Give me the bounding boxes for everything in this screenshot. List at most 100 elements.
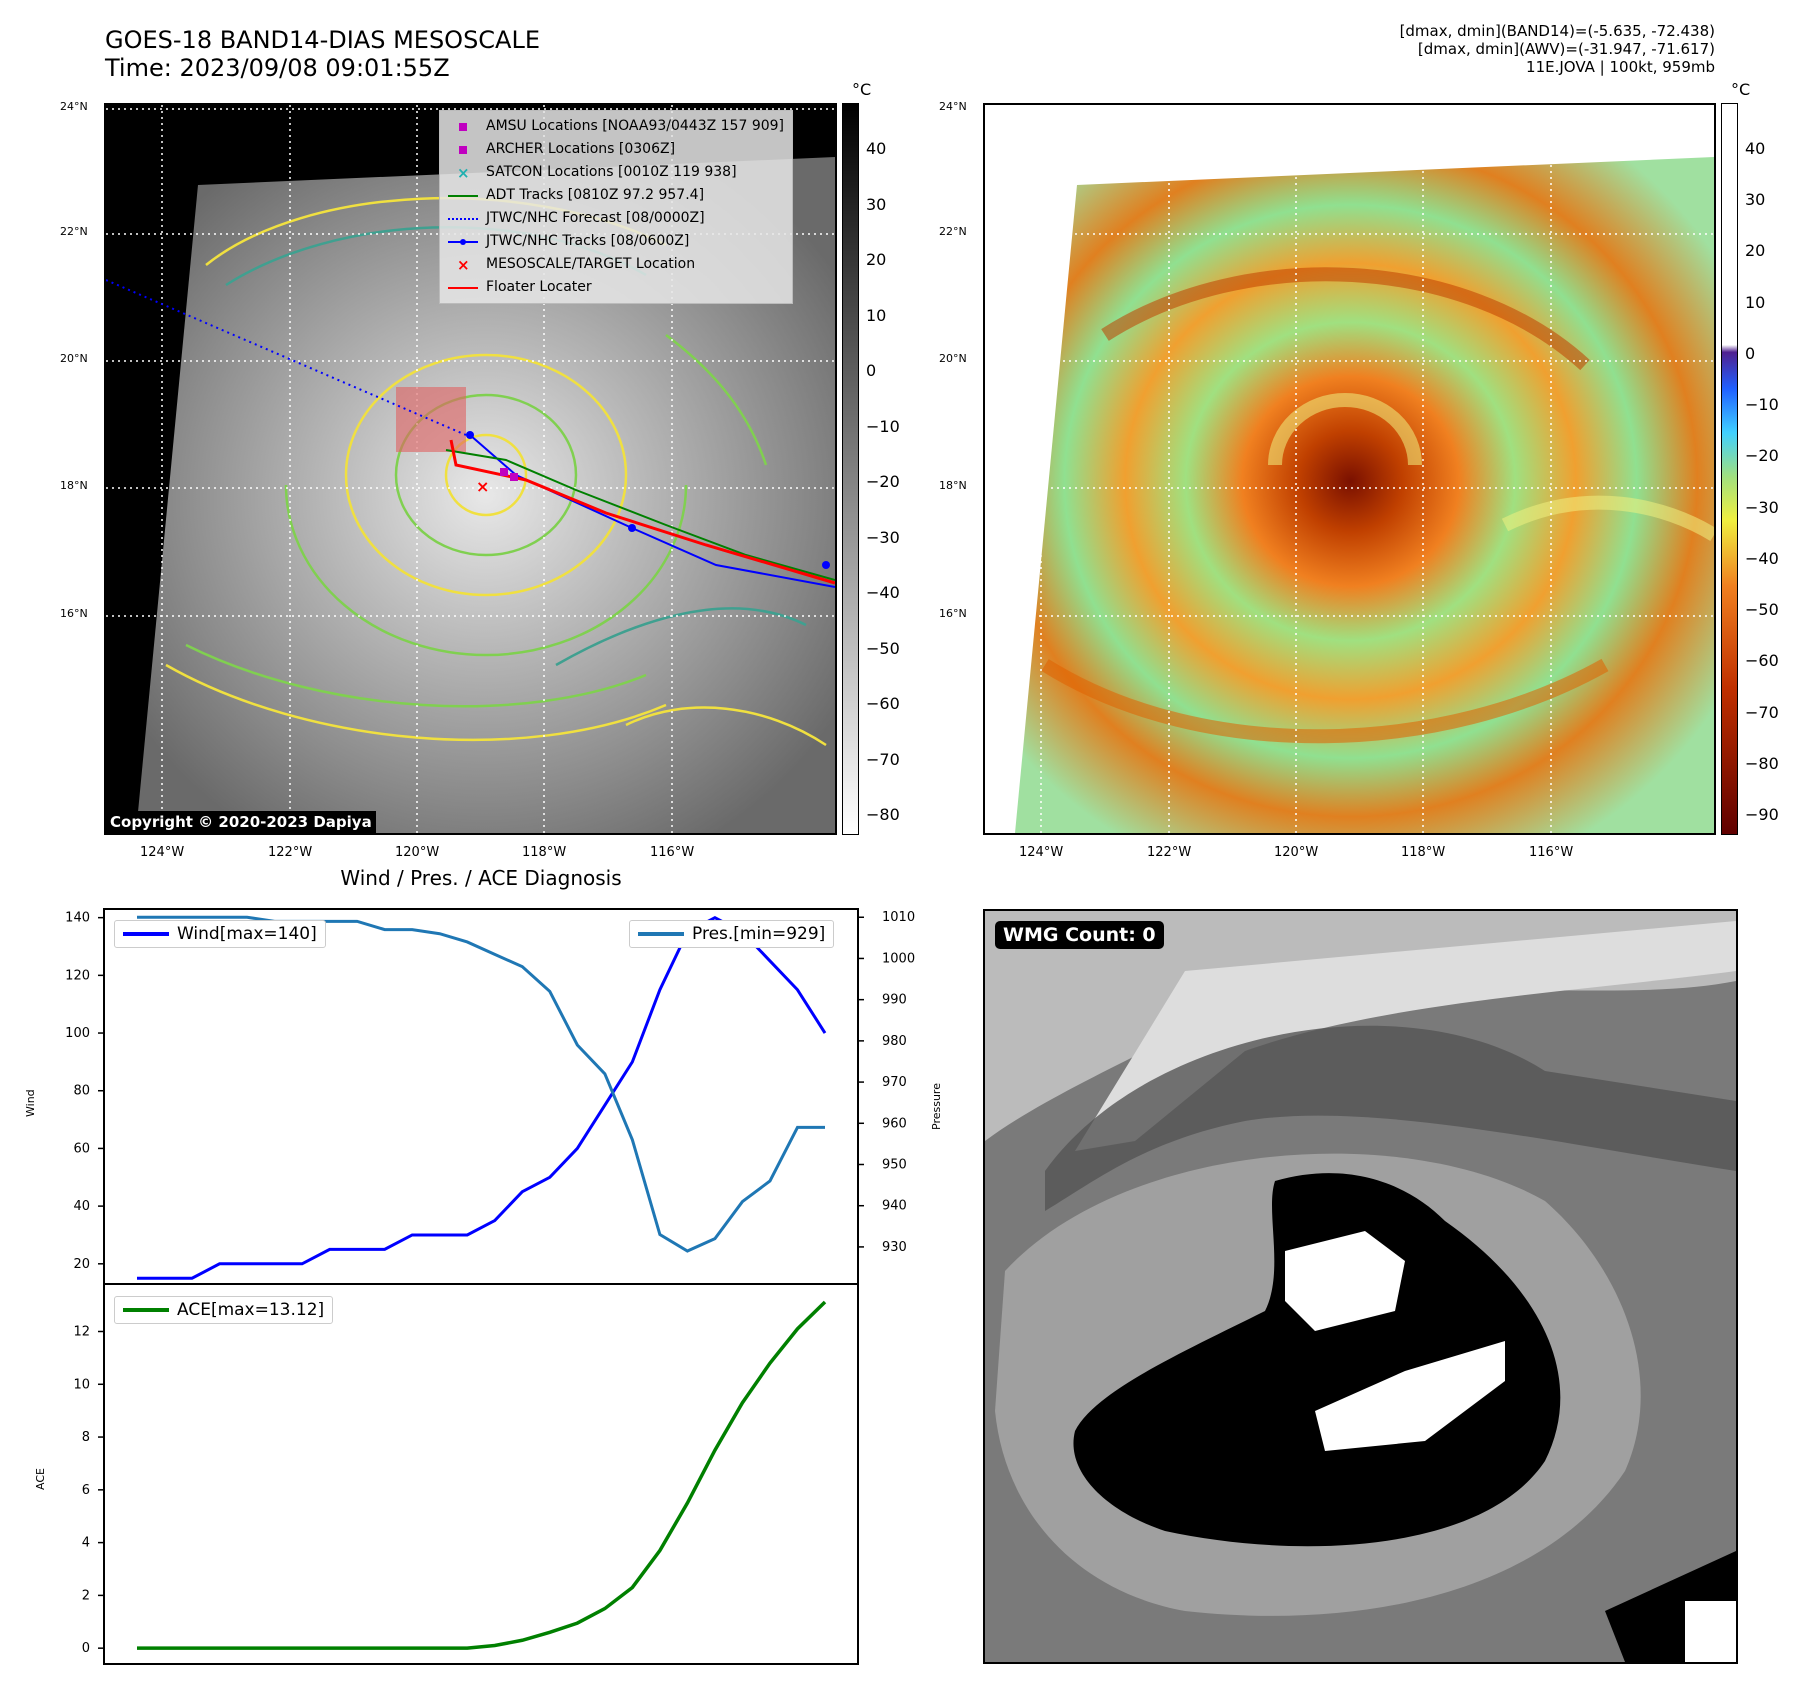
wmg-image: [985, 911, 1736, 1662]
longitude-label: 122°W: [268, 845, 313, 860]
ir-legend-item: Floater Locater: [448, 276, 784, 299]
ace-tick-label: 6: [82, 1483, 90, 1498]
legend-symbol-icon: [448, 143, 478, 157]
wind-legend: Wind[max=140]: [114, 920, 326, 948]
longitude-label: 118°W: [522, 845, 567, 860]
legend-symbol-icon: [448, 120, 478, 134]
colorbar-tick: −80: [866, 805, 900, 824]
wv-colorbar-unit: °C: [1731, 80, 1751, 99]
info-line-3: 11E.JOVA | 100kt, 959mb: [1526, 58, 1715, 76]
ace-tick-label: 10: [73, 1377, 90, 1392]
ace-legend: ACE[max=13.12]: [114, 1296, 334, 1324]
colorbar-tick: −20: [1745, 446, 1779, 466]
latitude-label: 18°N: [60, 479, 88, 492]
legend-symbol-icon: ×: [457, 255, 470, 274]
info-block: [dmax, dmin](BAND14)=(-5.635, -72.438) […: [1400, 22, 1715, 76]
colorbar-tick: −80: [1745, 753, 1779, 773]
longitude-label: 120°W: [395, 845, 440, 860]
colorbar-tick: −30: [866, 527, 900, 547]
colorbar-tick: 40: [1745, 139, 1766, 158]
wv-satellite-panel: [983, 103, 1716, 835]
colorbar-tick: −10: [866, 416, 900, 436]
colorbar-tick: −70: [1745, 702, 1779, 722]
colorbar-tick: 0: [866, 361, 877, 380]
longitude-label: 122°W: [1147, 845, 1192, 860]
colorbar-tick: 30: [1745, 190, 1766, 210]
pressure-tick-label: 980: [882, 1034, 907, 1049]
ir-legend-item: JTWC/NHC Tracks [08/0600Z]: [448, 230, 784, 253]
svg-text:×: ×: [476, 477, 489, 496]
wv-satellite-image: [985, 105, 1714, 833]
colorbar-tick: 20: [866, 250, 887, 269]
pressure-series-line: [137, 915, 825, 1253]
colorbar-tick: −50: [1745, 600, 1779, 620]
legend-symbol-icon: ×: [457, 163, 470, 182]
info-line-1: [dmax, dmin](BAND14)=(-5.635, -72.438): [1399, 22, 1715, 40]
ir-legend-label: Floater Locater: [486, 279, 592, 295]
title-line-2: Time: 2023/09/08 09:01:55Z: [105, 54, 450, 82]
colorbar-tick: 30: [866, 194, 887, 214]
pressure-tick-label: 1000: [882, 951, 915, 966]
latitude-label: 16°N: [939, 607, 967, 620]
longitude-label: 124°W: [1019, 845, 1064, 860]
latitude-label: 22°N: [939, 225, 967, 238]
ir-legend-item: ADT Tracks [0810Z 97.2 957.4]: [448, 184, 784, 207]
ir-legend: AMSU Locations [NOAA93/0443Z 157 909] ARC…: [439, 110, 794, 304]
copyright-label: Copyright © 2020-2023 Dapiya: [106, 811, 376, 833]
wmg-panel: WMG Count: 0: [983, 909, 1738, 1664]
ir-colorbar-unit: °C: [852, 80, 872, 99]
ace-series-line: [137, 1300, 827, 1650]
ace-axes-frame: [103, 1283, 859, 1665]
pressure-legend-label: Pres.[min=929]: [692, 924, 826, 944]
pressure-tick-label: 950: [882, 1157, 907, 1172]
diagnosis-chart-title: Wind / Pres. / ACE Diagnosis: [340, 866, 622, 890]
pressure-tick-label: 990: [882, 993, 907, 1008]
colorbar-tick: 20: [1745, 241, 1766, 261]
colorbar-tick: −60: [866, 694, 900, 713]
wind-tick-label: 20: [73, 1257, 90, 1272]
ir-legend-label: ARCHER Locations [0306Z]: [486, 141, 676, 157]
ir-legend-item: × SATCON Locations [0010Z 119 938]: [448, 161, 784, 184]
latitude-label: 20°N: [939, 352, 967, 365]
latitude-label: 16°N: [60, 607, 88, 620]
colorbar-tick: −90: [1745, 805, 1779, 824]
colorbar-tick: 40: [866, 139, 887, 158]
wind-legend-swatch: [123, 932, 169, 936]
legend-symbol-icon: [448, 212, 478, 226]
wind-series-line: [137, 915, 827, 1280]
wind-tick-label: 80: [73, 1084, 90, 1099]
colorbar-tick: −30: [1745, 497, 1779, 517]
latitude-label: 20°N: [60, 352, 88, 365]
ace-tick-label: 4: [82, 1536, 90, 1551]
legend-symbol-icon: [448, 235, 478, 249]
ace-tick-label: 0: [82, 1641, 90, 1656]
colorbar-tick: −70: [866, 749, 900, 769]
latitude-label: 22°N: [60, 225, 88, 238]
pressure-tick-label: 970: [882, 1075, 907, 1090]
ace-tick-label: 12: [73, 1325, 90, 1340]
colorbar-tick: −50: [866, 638, 900, 658]
latitude-label: 18°N: [939, 479, 967, 492]
wind-tick-label: 60: [73, 1141, 90, 1156]
ir-legend-label: SATCON Locations [0010Z 119 938]: [486, 164, 737, 180]
ir-satellite-panel: × AMSU Locations [NOAA93/0443Z 157 909] A…: [104, 103, 837, 835]
pressure-axis-label: Pressure: [930, 1083, 943, 1130]
colorbar-tick: −40: [1745, 548, 1779, 568]
wind-axis-label: Wind: [24, 1089, 37, 1117]
pressure-tick-label: 1010: [882, 910, 915, 925]
longitude-label: 124°W: [140, 845, 185, 860]
ir-legend-label: JTWC/NHC Tracks [08/0600Z]: [486, 233, 690, 249]
ace-tick-label: 8: [82, 1430, 90, 1445]
ir-legend-item: JTWC/NHC Forecast [08/0000Z]: [448, 207, 784, 230]
ir-colorbar: [842, 103, 859, 835]
wind-tick-label: 100: [65, 1026, 90, 1041]
ir-legend-item: AMSU Locations [NOAA93/0443Z 157 909]: [448, 115, 784, 138]
wmg-count-label: WMG Count: 0: [995, 921, 1164, 949]
longitude-label: 120°W: [1274, 845, 1319, 860]
ir-legend-label: MESOSCALE/TARGET Location: [486, 256, 696, 272]
colorbar-tick: −20: [866, 472, 900, 491]
legend-symbol-icon: [448, 189, 478, 203]
ace-axis-label: ACE: [34, 1468, 47, 1490]
latitude-label: 24°N: [939, 100, 967, 113]
colorbar-tick: 10: [1745, 292, 1766, 312]
